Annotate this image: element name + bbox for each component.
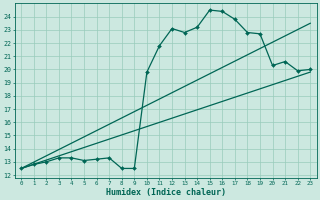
X-axis label: Humidex (Indice chaleur): Humidex (Indice chaleur) <box>106 188 226 197</box>
